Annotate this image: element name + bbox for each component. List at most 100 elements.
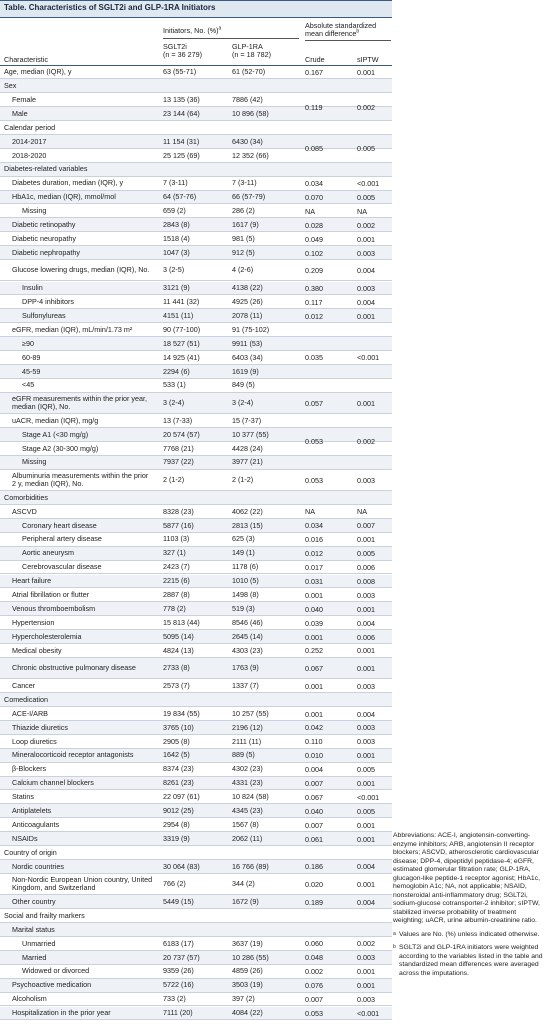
sglt2i-value: 25 125 (69) [163,150,200,160]
siptw-value: 0.002 [357,437,375,447]
sglt2i-value: 5722 (16) [163,980,194,990]
table-row: Cerebrovascular disease 2423 (7) 1178 (6) [0,561,392,575]
crude-value: 0.167 [305,67,323,77]
header-siptw: sIPTW [357,55,379,64]
siptw-value: <0.001 [357,1008,380,1018]
row-label: Psychoactive medication [12,980,92,990]
glp1ra-value: 3 (2-4) [232,398,254,408]
table-row: 2018-2020 25 125 (69) 12 352 (66) [0,149,392,163]
siptw-value: 0.003 [357,475,375,485]
header-rule [305,40,391,41]
table-row: Medical obesity 4824 (13) 4303 (23) [0,644,392,658]
table-row: Thiazide diuretics 3765 (10) 2196 (12) [0,721,392,735]
siptw-value: 0.001 [357,311,375,321]
sglt2i-value: 5877 (16) [163,520,194,530]
glp1ra-value: 344 (2) [232,879,255,889]
row-label: Unmarried [22,938,56,948]
glp1ra-value: 6430 (34) [232,136,263,146]
sglt2i-value: 7111 (20) [163,1008,193,1018]
siptw-value: 0.005 [357,144,375,154]
row-label: Diabetic retinopathy [12,220,76,230]
table-row: Sulfonylureas 4151 (11) 2078 (11) [0,309,392,324]
glp1ra-value: 149 (1) [232,548,255,558]
row-label: Male [12,108,28,118]
crude-value: 0.001 [305,709,323,719]
sglt2i-value: 733 (2) [163,994,186,1004]
row-label: Diabetes-related variables [4,164,88,174]
glp1ra-value: 6403 (34) [232,352,263,362]
table-row: Stage A2 (30-300 mg/g) 7768 (21) 4428 (24) [0,442,392,456]
glp1ra-value: 2111 (11) [232,736,262,746]
glp1ra-value: 1617 (9) [232,220,259,230]
glp1ra-value: 4859 (26) [232,966,263,976]
glp1ra-value: 1010 (5) [232,576,259,586]
crude-value: 0.035 [305,353,323,363]
sglt2i-value: 766 (2) [163,879,186,889]
sglt2i-value: 1518 (4) [163,233,190,243]
title-bar [0,0,392,18]
table-row: Albuminuria measurements within the prio… [0,470,392,492]
sglt2i-value: 5095 (14) [163,631,194,641]
row-label: Hypercholesterolemia [12,631,82,641]
table-row: Comedication [0,693,392,708]
abbreviations: Abbreviations: ACE-I, angiotensin-conver… [393,832,540,924]
crude-value: 0.020 [305,880,323,890]
table-row: NSAIDs 3319 (9) 2062 (11) [0,832,392,847]
table-row: Antiplatelets 9012 (25) 4345 (23) [0,804,392,819]
siptw-value: 0.001 [357,779,375,789]
row-label: <45 [22,380,35,390]
crude-value: 0.110 [305,737,323,747]
siptw-value: 0.004 [357,266,375,276]
header-glp1ra: GLP-1RA (n = 18 782) [232,42,271,59]
sglt2i-value: 11 154 (31) [163,136,200,146]
crude-value: 0.001 [305,632,323,642]
footnote: b SGLT2i and GLP-1RA initiators were weig… [393,944,543,977]
glp1ra-value: 16 766 (89) [232,861,269,871]
row-label: eGFR measurements within the prior year,… [12,394,148,411]
glp1ra-value: 91 (75-102) [232,324,270,334]
siptw-value: 0.001 [357,604,375,614]
glp1ra-value: 519 (3) [232,603,255,613]
row-label: Female [12,94,36,104]
table-row: 60-89 14 925 (41) 6403 (34) [0,351,392,365]
table-row: Calendar period [0,121,392,135]
table-row: Chronic obstructive pulmonary disease 273… [0,657,392,680]
siptw-value: 0.001 [357,398,375,408]
sglt2i-value: 20 737 (57) [163,952,200,962]
siptw-value: <0.001 [357,353,380,363]
table-row: Missing 659 (2) 286 (2) [0,205,392,219]
row-label: Cerebrovascular disease [22,562,102,572]
sglt2i-value: 3765 (10) [163,722,194,732]
glp1ra-value: 1619 (9) [232,366,259,376]
sglt2i-value: 2423 (7) [163,562,190,572]
table-row: ACE-I/ARB 19 834 (55) 10 257 (55) [0,707,392,721]
glp1ra-value: 3503 (19) [232,980,263,990]
siptw-value: 0.003 [357,995,375,1005]
glp1ra-value: 1498 (8) [232,590,259,600]
sglt2i-value: 2843 (8) [163,220,190,230]
header-text: Initiators, No. (%) [163,26,219,35]
table-row: β-Blockers 8374 (23) 4302 (23) [0,763,392,777]
crude-value: 0.209 [305,266,323,276]
glp1ra-value: 981 (5) [232,233,255,243]
glp1ra-value: 4062 (22) [232,506,263,516]
siptw-value: 0.004 [357,709,375,719]
sglt2i-value: 64 (57-76) [163,192,197,202]
siptw-value: 0.004 [357,297,375,307]
glp1ra-value: 889 (5) [232,750,255,760]
crude-value: 0.085 [305,144,323,154]
row-label: Medical obesity [12,645,62,655]
siptw-value: 0.005 [357,549,375,559]
crude-value: 0.076 [305,981,323,991]
crude-value: 0.002 [305,967,323,977]
row-label: 2018-2020 [12,150,47,160]
crude-value: 0.189 [305,897,323,907]
sglt2i-value: 3121 (9) [163,283,190,293]
table-row: Coronary heart disease 5877 (16) 2813 (15) [0,518,392,533]
header-initiators: Initiators, No. (%)a [163,26,221,35]
crude-value: 0.031 [305,576,323,586]
table-row: Venous thromboembolism 778 (2) 519 (3) [0,602,392,617]
sglt2i-value: 4824 (13) [163,645,194,655]
sglt2i-value: 11 441 (32) [163,297,200,307]
row-label: Insulin [22,283,43,293]
